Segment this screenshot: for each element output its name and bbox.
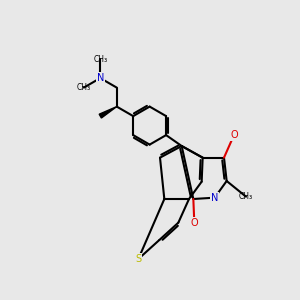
Text: CH₃: CH₃ — [77, 83, 91, 92]
Text: S: S — [135, 254, 141, 264]
Text: O: O — [190, 218, 198, 228]
Text: O: O — [230, 130, 238, 140]
Text: N: N — [97, 73, 104, 83]
Polygon shape — [99, 106, 117, 118]
Text: CH₃: CH₃ — [239, 192, 253, 201]
Text: N: N — [211, 193, 218, 203]
Text: CH₃: CH₃ — [93, 55, 107, 64]
